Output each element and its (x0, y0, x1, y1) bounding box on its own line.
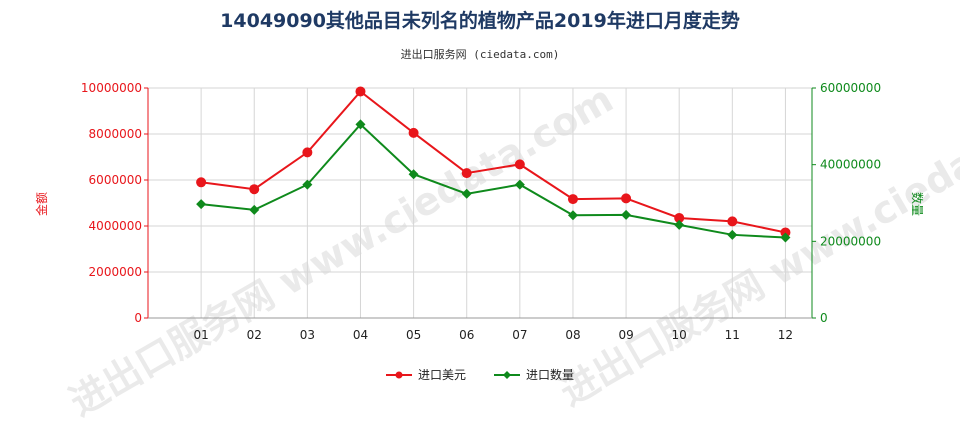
data-point-usd (674, 212, 685, 223)
data-point-qty (355, 119, 366, 130)
y-left-tick-label: 0 (134, 311, 142, 325)
data-point-qty (461, 188, 472, 199)
data-point-qty (514, 179, 525, 190)
data-point-usd (727, 216, 738, 227)
chart-subtitle: 进出口服务网 (ciedata.com) (400, 48, 560, 61)
x-tick-label: 03 (300, 328, 315, 342)
y-right-tick-label: 0 (820, 311, 828, 325)
data-point-usd (461, 168, 472, 179)
series-line-usd (200, 90, 786, 234)
y-left-tick-label: 4000000 (89, 219, 142, 233)
y-right-axis-label: 数量 (910, 192, 925, 216)
x-tick-label: 04 (353, 328, 368, 342)
x-tick-label: 12 (778, 328, 793, 342)
data-point-qty (727, 229, 738, 240)
y-left-tick-label: 8000000 (89, 127, 142, 141)
legend-item-usd[interactable]: 进口美元 (385, 366, 466, 383)
y-left-tick-label: 10000000 (81, 81, 142, 95)
data-point-qty (249, 204, 260, 215)
data-point-usd (621, 193, 632, 204)
x-tick-label: 02 (247, 328, 262, 342)
legend-label-qty: 进口数量 (526, 368, 575, 382)
y-right-tick-label: 20000000 (820, 234, 881, 248)
y-left-tick-label: 2000000 (89, 265, 142, 279)
y-right-tick-label: 40000000 (820, 158, 881, 172)
data-point-usd (355, 86, 366, 97)
x-tick-label: 11 (725, 328, 740, 342)
data-point-qty (780, 232, 791, 243)
x-tick-label: 08 (565, 328, 580, 342)
data-point-qty (408, 169, 419, 180)
data-point-usd (196, 177, 207, 188)
x-tick-label: 06 (459, 328, 474, 342)
data-point-qty (621, 209, 632, 220)
x-tick-label: 01 (193, 328, 208, 342)
y-right-tick-label: 60000000 (820, 81, 881, 95)
data-point-usd (514, 159, 525, 170)
series-line-qty (201, 122, 786, 239)
chart-title: 14049090其他品目未列名的植物产品2019年进口月度走势 (220, 10, 740, 32)
data-point-usd (249, 184, 260, 195)
data-point-qty (196, 199, 207, 210)
legend-swatch-usd (385, 371, 412, 378)
legend-label-usd: 进口美元 (417, 368, 466, 382)
data-point-usd (780, 227, 791, 238)
x-tick-label: 07 (512, 328, 527, 342)
x-tick-label: 05 (406, 328, 421, 342)
data-point-usd (408, 127, 419, 138)
y-left-tick-label: 6000000 (89, 173, 142, 187)
data-point-usd (302, 147, 313, 158)
y-left-axis-label: 金额 (34, 192, 49, 216)
legend: 进口美元 进口数量 (0, 366, 960, 383)
legend-item-qty[interactable]: 进口数量 (494, 366, 574, 383)
data-point-qty (567, 210, 578, 221)
data-point-qty (674, 219, 685, 230)
x-tick-label: 09 (618, 328, 633, 342)
x-tick-label: 10 (672, 328, 687, 342)
data-point-qty (302, 179, 313, 190)
data-point-usd (567, 194, 578, 205)
legend-swatch-qty (494, 370, 520, 379)
